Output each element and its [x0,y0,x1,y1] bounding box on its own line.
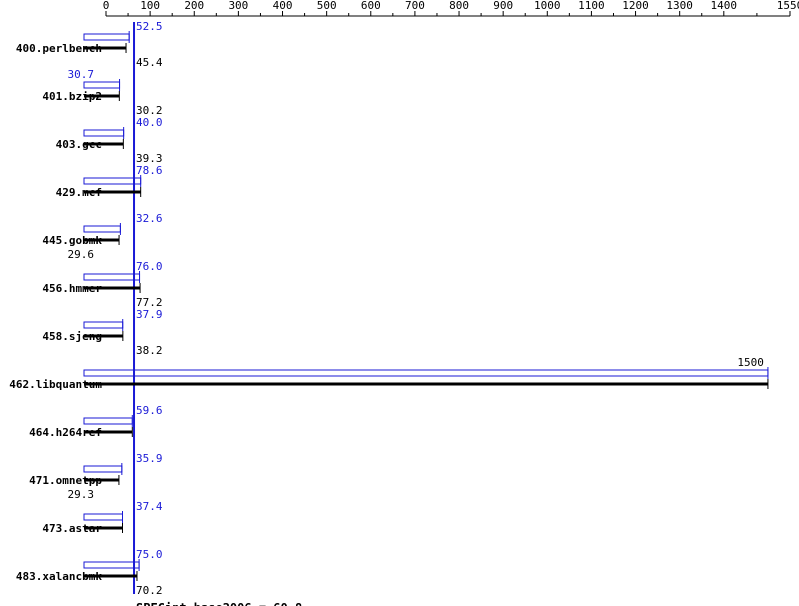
x-tick-label: 1300 [666,0,693,12]
x-tick-label: 500 [317,0,337,12]
x-tick-label: 700 [405,0,425,12]
summary-base: SPECint_base2006 = 60.8 [136,601,302,606]
peak-value: 32.6 [136,212,163,225]
peak-value: 76.0 [136,260,163,273]
peak-value: 30.7 [68,68,95,81]
peak-value: 78.6 [136,164,163,177]
base-value: 29.6 [68,248,95,261]
x-tick-label: 900 [493,0,513,12]
x-tick-label: 200 [184,0,204,12]
x-tick-label: 1100 [578,0,605,12]
peak-value: 59.6 [136,404,163,417]
x-tick-label: 1000 [534,0,561,12]
peak-value: 35.9 [136,452,163,465]
x-tick-label: 1400 [711,0,738,12]
x-tick-label: 600 [361,0,381,12]
x-tick-label: 1200 [622,0,649,12]
spec-chart: 0 100 200 300 400 500 600 700 800 900 1000 1100 1200… [0,0,799,606]
base-value: 38.2 [136,344,163,357]
peak-value: 40.0 [136,116,163,129]
peak-value: 52.5 [136,20,163,33]
x-tick-label: 1550 [777,0,799,12]
base-value: 45.4 [136,56,163,69]
base-value: 29.3 [68,488,95,501]
peak-value: 37.9 [136,308,163,321]
value-label: 1500 [737,356,764,369]
peak-value: 37.4 [136,500,163,513]
peak-value: 75.0 [136,548,163,561]
x-tick-label: 0 [103,0,110,12]
x-tick-label: 400 [273,0,293,12]
x-tick-label: 800 [449,0,469,12]
x-tick-label: 300 [228,0,248,12]
base-value: 70.2 [136,584,163,597]
x-tick-label: 100 [140,0,160,12]
